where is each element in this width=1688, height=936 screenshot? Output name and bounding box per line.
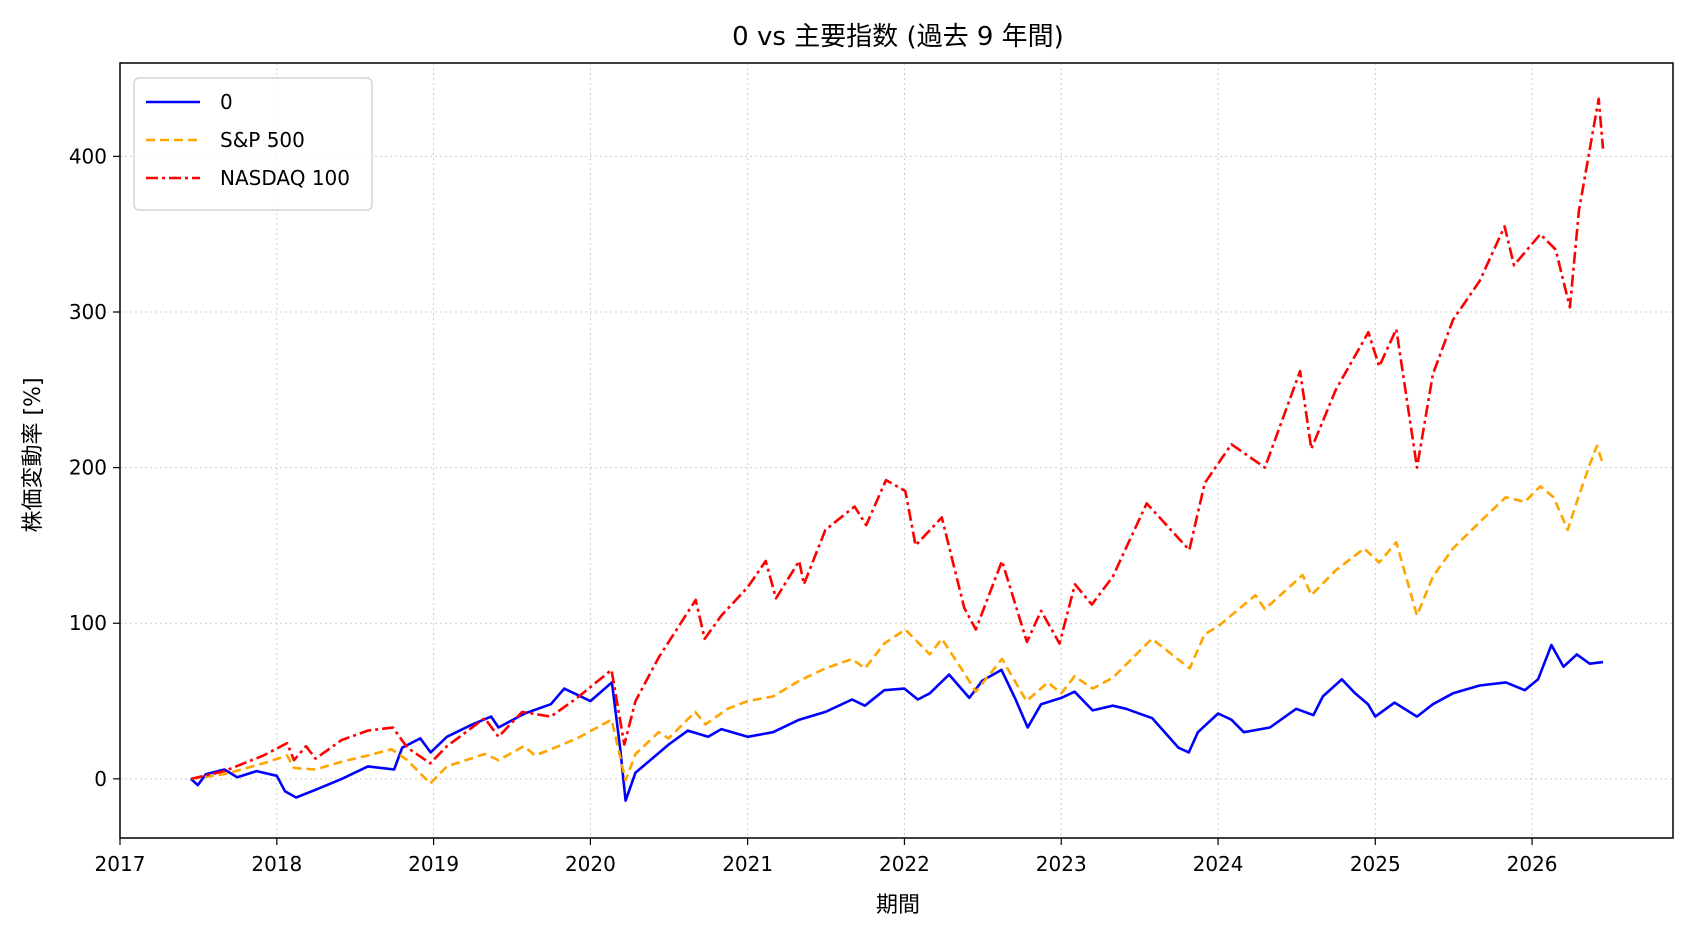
plot-frame (119, 62, 1674, 839)
x-tick-label: 2018 (251, 852, 302, 876)
y-axis-label: 株価変動率 [%] (21, 377, 46, 532)
chart-title: 0 vs 主要指数 (過去 9 年間) (732, 22, 1064, 52)
y-tick-label: 100 (69, 611, 107, 635)
x-tick-label: 2023 (1036, 852, 1087, 876)
series-group (190, 97, 1605, 803)
x-tick-label: 2017 (95, 852, 146, 876)
x-tick-label: 2024 (1193, 852, 1244, 876)
y-tick-label: 400 (69, 144, 107, 168)
y-tick-label: 200 (69, 456, 107, 480)
legend-label: S&P 500 (220, 128, 305, 152)
series-line-s-p-500 (190, 444, 1605, 785)
x-tick-label: 2020 (565, 852, 616, 876)
x-tick-label: 2025 (1350, 852, 1401, 876)
series-line-nasdaq-100 (190, 97, 1605, 781)
x-tick-label: 2022 (879, 852, 930, 876)
legend-label: 0 (220, 90, 233, 114)
series-line-0 (190, 643, 1604, 803)
x-axis-label: 期間 (876, 893, 920, 918)
x-tick-label: 2026 (1507, 852, 1558, 876)
x-tick-label: 2021 (722, 852, 773, 876)
axes: 2017 2018 2019 2020 2021 2022 2023 2024 2025 2026… (69, 144, 1558, 876)
legend-label: NASDAQ 100 (220, 166, 350, 190)
x-tick-label: 2019 (408, 852, 459, 876)
y-tick-label: 300 (69, 300, 107, 324)
legend: 0 S&P 500 NASDAQ 100 (133, 77, 373, 211)
y-tick-label: 0 (94, 767, 107, 791)
